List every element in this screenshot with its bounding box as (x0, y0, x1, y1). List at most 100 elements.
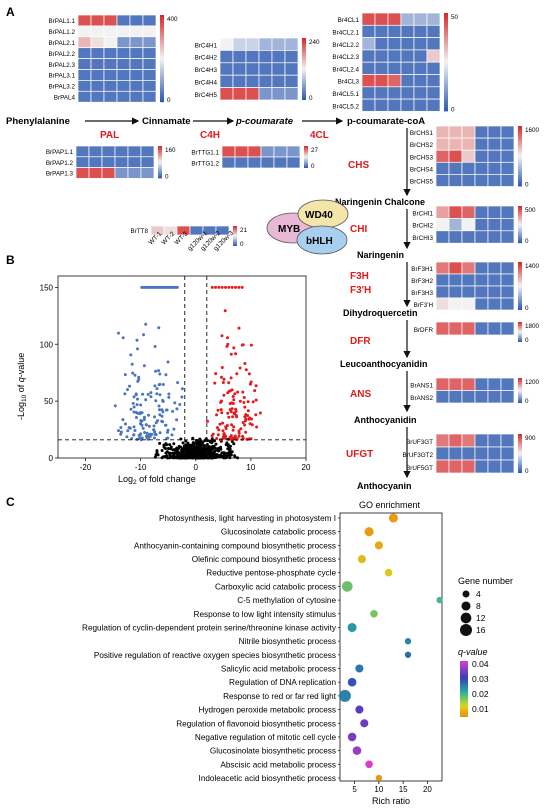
heatmap-cell (400, 61, 415, 75)
gene-label: Br4CL5.2 (332, 103, 359, 110)
volcano-point (132, 405, 136, 409)
volcano-point (243, 423, 247, 427)
enzyme-chi: CHI (350, 224, 367, 235)
go-term-label: Regulation of cyclin-dependent protein s… (82, 623, 337, 632)
volcano-point (119, 432, 123, 436)
heatmap-cell (461, 205, 476, 219)
heatmap-cell (142, 80, 157, 92)
heatmap-cell (75, 145, 90, 158)
volcano-point (221, 381, 225, 384)
heatmap-cell (461, 125, 476, 139)
volcano-point (214, 442, 218, 446)
volcano-point (235, 415, 239, 419)
heatmap-cell (127, 156, 142, 168)
go-term-label: Hydrogen peroxide metabolic process (199, 706, 336, 715)
go-term-label: Regulation of flavonoid biosynthetic pro… (176, 719, 336, 728)
volcano-point (225, 455, 229, 459)
gene-label: BrPAP1.1 (46, 149, 74, 156)
step-phenylalanine: Phenylalanine (6, 116, 70, 127)
heatmap-cell (461, 230, 476, 244)
heatmap-cell (127, 145, 142, 158)
heatmap-cell (487, 459, 502, 474)
gene-label: BrPAP1.2 (46, 160, 74, 167)
scale-min: 0 (525, 238, 529, 245)
heatmap-cell (103, 58, 118, 70)
volcano-point (210, 456, 214, 460)
volcano-plot: -20 -10 0 10 20 0 50 100 150 Log2 of fold change… (16, 275, 311, 486)
heatmap-c4h: BrC4H1 BrC4H2 BrC4H3 BrC4H4 BrC4H5 240 0 (195, 37, 320, 102)
volcano-point (121, 418, 125, 422)
main-pathway: Phenylalanine PAL Cinnamate C4H p-coumar… (6, 116, 425, 141)
volcano-point (184, 443, 188, 447)
volcano-point (131, 371, 135, 375)
volcano-point (153, 415, 157, 419)
volcano-point (215, 413, 219, 417)
heatmap-cell (103, 14, 118, 27)
volcano-point (127, 426, 131, 430)
enzyme-f3prime-h: F3'H (350, 285, 371, 296)
heatmap-cell (461, 297, 476, 311)
go-term-label: Positive regulation of reactive oxygen s… (94, 651, 336, 660)
volcano-point (160, 456, 164, 460)
heatmap-cell (103, 80, 118, 92)
volcano-point (230, 423, 234, 427)
heatmap-cell (474, 446, 489, 461)
step-p-coumarate-coa: p-coumarate-coA (347, 116, 425, 127)
heatmap-cell (448, 273, 463, 287)
heatmap-cell (260, 156, 275, 169)
volcano-point (226, 391, 230, 395)
volcano-point (133, 373, 137, 377)
heatmap-tt8: BrTT8 21 0 (131, 225, 248, 248)
volcano-point (250, 423, 254, 427)
scale-max: 1800 (525, 323, 540, 330)
heatmap-cell (400, 98, 415, 112)
panel-label-a: A (6, 5, 15, 19)
volcano-point (223, 309, 227, 313)
volcano-point (141, 426, 145, 430)
heatmap-cell (435, 377, 450, 391)
volcano-point (154, 369, 158, 373)
volcano-point (148, 435, 152, 438)
heatmap-cell (487, 433, 502, 448)
volcano-point (211, 432, 215, 436)
go-point (388, 513, 398, 523)
heatmap-cell (426, 86, 441, 100)
heatmap-cell (140, 145, 155, 158)
x-tick-label: 5 (352, 785, 357, 794)
volcano-point (176, 381, 180, 385)
volcano-point (196, 456, 200, 460)
volcano-point (164, 373, 168, 377)
heatmap-cell (90, 14, 105, 27)
volcano-point (157, 369, 161, 373)
volcano-point (251, 400, 255, 404)
volcano-point (220, 285, 224, 289)
enzyme-ufgt: UFGT (346, 449, 373, 460)
heatmap-cell (258, 87, 273, 101)
volcano-point (237, 431, 241, 435)
go-term-label: Carboxylic acid catabolic process (215, 582, 336, 591)
heatmap-cell (474, 218, 489, 232)
myb-label: MYB (278, 224, 300, 235)
heatmap-cell (474, 377, 489, 391)
volcano-point (200, 446, 203, 450)
volcano-point (231, 395, 235, 398)
heatmap-cell (116, 36, 131, 49)
volcano-point (187, 446, 191, 450)
x-tick-label: 15 (399, 785, 408, 794)
heatmap-cell (500, 125, 515, 139)
heatmap-cell (103, 47, 118, 59)
heatmap-cell (219, 62, 234, 76)
volcano-point (154, 399, 158, 403)
volcano-point (242, 401, 246, 404)
volcano-point (157, 326, 161, 330)
volcano-point (144, 322, 148, 326)
gene-label: BrC4H2 (195, 55, 218, 62)
volcano-point (175, 407, 179, 411)
volcano-point (219, 408, 223, 412)
volcano-point (173, 456, 177, 460)
volcano-point (200, 441, 204, 445)
volcano-point (137, 433, 141, 437)
heatmap-cell (474, 174, 489, 187)
heatmap-cell (88, 145, 103, 158)
